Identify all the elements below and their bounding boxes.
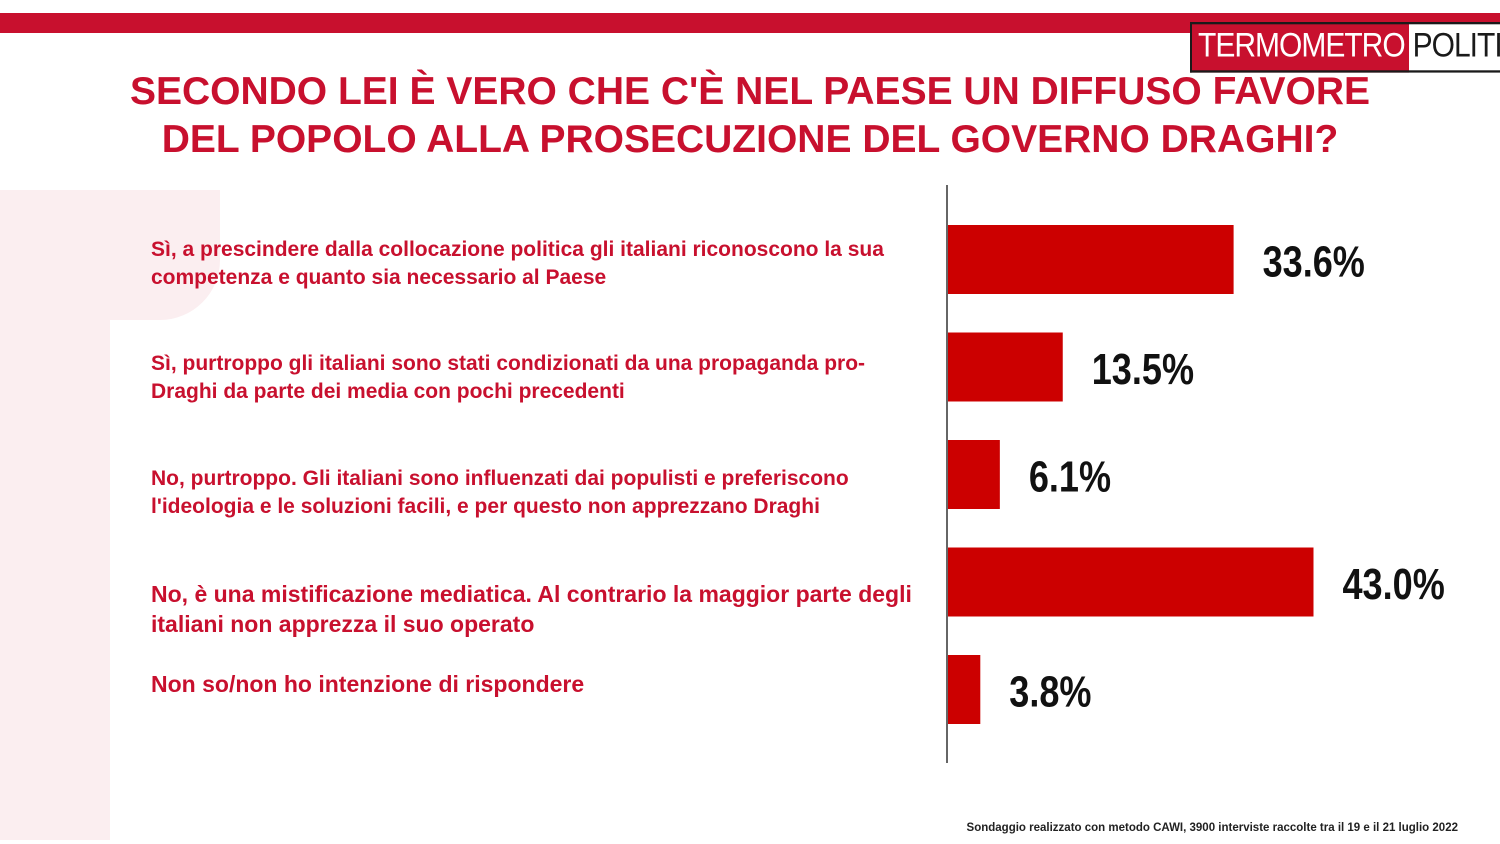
bar: [948, 225, 1234, 294]
logo-part1: TERMOMETRO: [1190, 22, 1409, 73]
logo-part2: POLITICO: [1408, 22, 1500, 73]
category-label: Sì, purtroppo gli italiani sono stati co…: [151, 352, 866, 403]
category-label: Sì, a prescindere dalla collocazione pol…: [151, 238, 884, 289]
category-label: Non so/non ho intenzione di rispondere: [151, 671, 585, 697]
bar-chart: 33.6% 13.5% 6.1% 43.0% 3.8%: [946, 185, 1445, 763]
background-watermark-shape: [0, 190, 220, 320]
data-label: 6.1%: [1029, 452, 1111, 501]
title-line-1: SECONDO LEI È VERO CHE C'È NEL PAESE UN …: [129, 70, 1371, 113]
bar: [948, 655, 981, 724]
data-label: 33.6%: [1263, 237, 1365, 286]
category-label: No, è una mistificazione mediatica. Al c…: [151, 581, 912, 637]
brand-logo: TERMOMETRO POLITICO: [1190, 22, 1500, 73]
data-label: 43.0%: [1343, 560, 1445, 609]
bar: [948, 547, 1314, 617]
title-line-2: DEL POPOLO ALLA PROSECUZIONE DEL GOVERNO…: [161, 118, 1339, 161]
footer-note: Sondaggio realizzato con metodo CAWI, 39…: [966, 822, 1458, 834]
chart-title: SECONDO LEI È VERO CHE C'È NEL PAESE UN …: [0, 68, 1500, 164]
data-label: 3.8%: [1009, 667, 1091, 716]
bar: [948, 332, 1063, 402]
top-bar: [0, 13, 1500, 33]
category-label: No, purtroppo. Gli italiani sono influen…: [151, 467, 849, 518]
bar: [948, 440, 1000, 509]
data-label: 13.5%: [1092, 345, 1194, 394]
